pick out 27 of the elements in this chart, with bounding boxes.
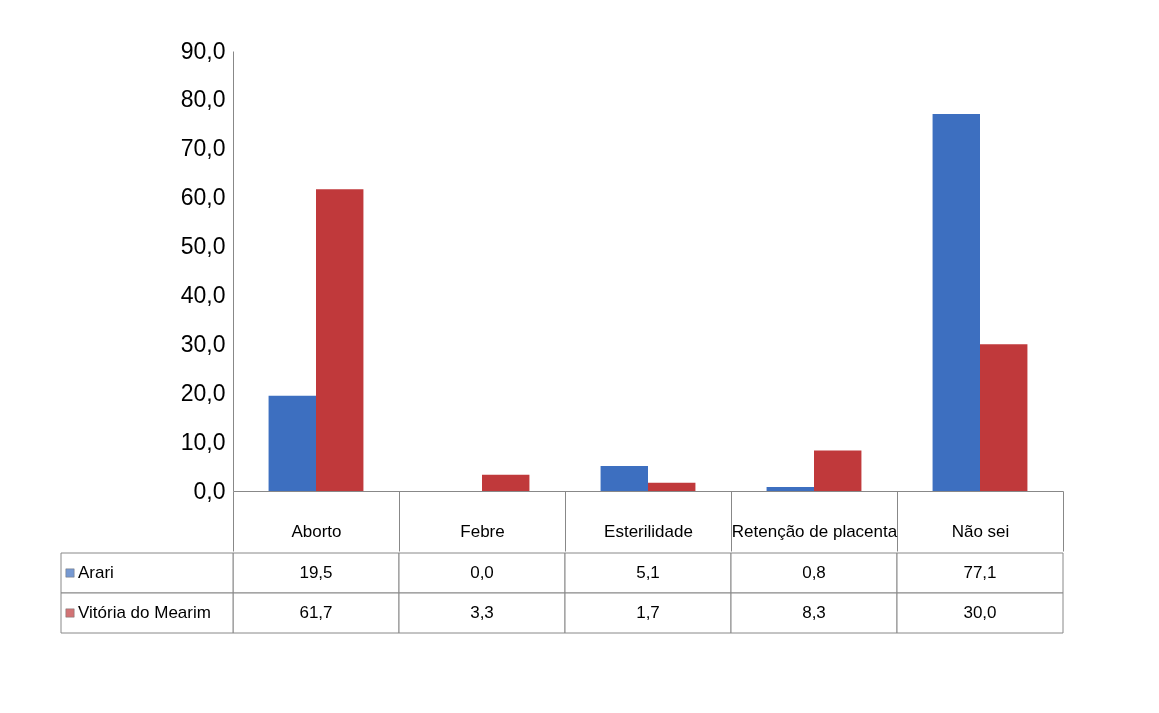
data-label: 0,8 xyxy=(802,563,826,582)
legend-label: Vitória do Mearim xyxy=(78,603,211,622)
data-label: 0,0 xyxy=(470,563,494,582)
y-tick-label: 50,0 xyxy=(180,233,226,260)
y-tick-label: 90,0 xyxy=(180,37,226,64)
y-tick-label: 0,0 xyxy=(193,477,226,504)
y-tick-label: 10,0 xyxy=(180,428,226,455)
x-tick-label: Não sei xyxy=(951,521,1010,541)
data-label: 5,1 xyxy=(636,563,660,582)
data-label: 1,7 xyxy=(636,603,660,622)
x-tick-label: Esterilidade xyxy=(604,521,693,541)
data-label: 3,3 xyxy=(470,603,494,622)
y-tick-label: 60,0 xyxy=(180,184,226,211)
data-label: 19,5 xyxy=(299,563,333,582)
y-tick-label: 80,0 xyxy=(180,86,226,113)
y-tick-label: 30,0 xyxy=(180,330,226,357)
data-label: 8,3 xyxy=(802,603,826,622)
data-label: 61,7 xyxy=(299,603,333,622)
legend-label: Arari xyxy=(78,563,114,582)
x-tick-label: Retenção de placenta xyxy=(731,521,898,541)
data-label: 77,1 xyxy=(963,563,997,582)
y-tick-label: 70,0 xyxy=(180,135,226,162)
x-tick-label: Febre xyxy=(460,521,505,541)
data-label: 30,0 xyxy=(963,603,997,622)
x-tick-label: Aborto xyxy=(291,521,342,541)
y-tick-label: 40,0 xyxy=(180,281,226,308)
y-tick-label: 20,0 xyxy=(180,379,226,406)
